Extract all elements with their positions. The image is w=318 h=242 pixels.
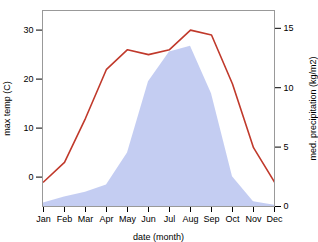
svg-text:Sep: Sep bbox=[203, 214, 219, 224]
svg-text:0: 0 bbox=[28, 172, 33, 182]
svg-text:May: May bbox=[119, 214, 137, 224]
svg-text:Feb: Feb bbox=[57, 214, 73, 224]
svg-text:10: 10 bbox=[23, 123, 33, 133]
svg-text:5: 5 bbox=[284, 142, 289, 152]
svg-text:max temp (C): max temp (C) bbox=[2, 81, 12, 136]
svg-text:Apr: Apr bbox=[99, 214, 113, 224]
svg-text:20: 20 bbox=[23, 74, 33, 84]
svg-text:30: 30 bbox=[23, 25, 33, 35]
svg-text:Aug: Aug bbox=[182, 214, 198, 224]
svg-text:0: 0 bbox=[284, 201, 289, 211]
svg-text:Nov: Nov bbox=[245, 214, 262, 224]
svg-text:Mar: Mar bbox=[78, 214, 94, 224]
svg-text:10: 10 bbox=[284, 83, 294, 93]
svg-text:Oct: Oct bbox=[225, 214, 240, 224]
svg-text:date (month): date (month) bbox=[133, 232, 184, 242]
svg-text:15: 15 bbox=[284, 23, 294, 33]
svg-text:Jul: Jul bbox=[164, 214, 176, 224]
svg-text:med. precipitation (kg/m2): med. precipitation (kg/m2) bbox=[308, 56, 318, 160]
svg-text:Dec: Dec bbox=[266, 214, 283, 224]
svg-text:Jun: Jun bbox=[141, 214, 156, 224]
svg-text:Jan: Jan bbox=[36, 214, 51, 224]
